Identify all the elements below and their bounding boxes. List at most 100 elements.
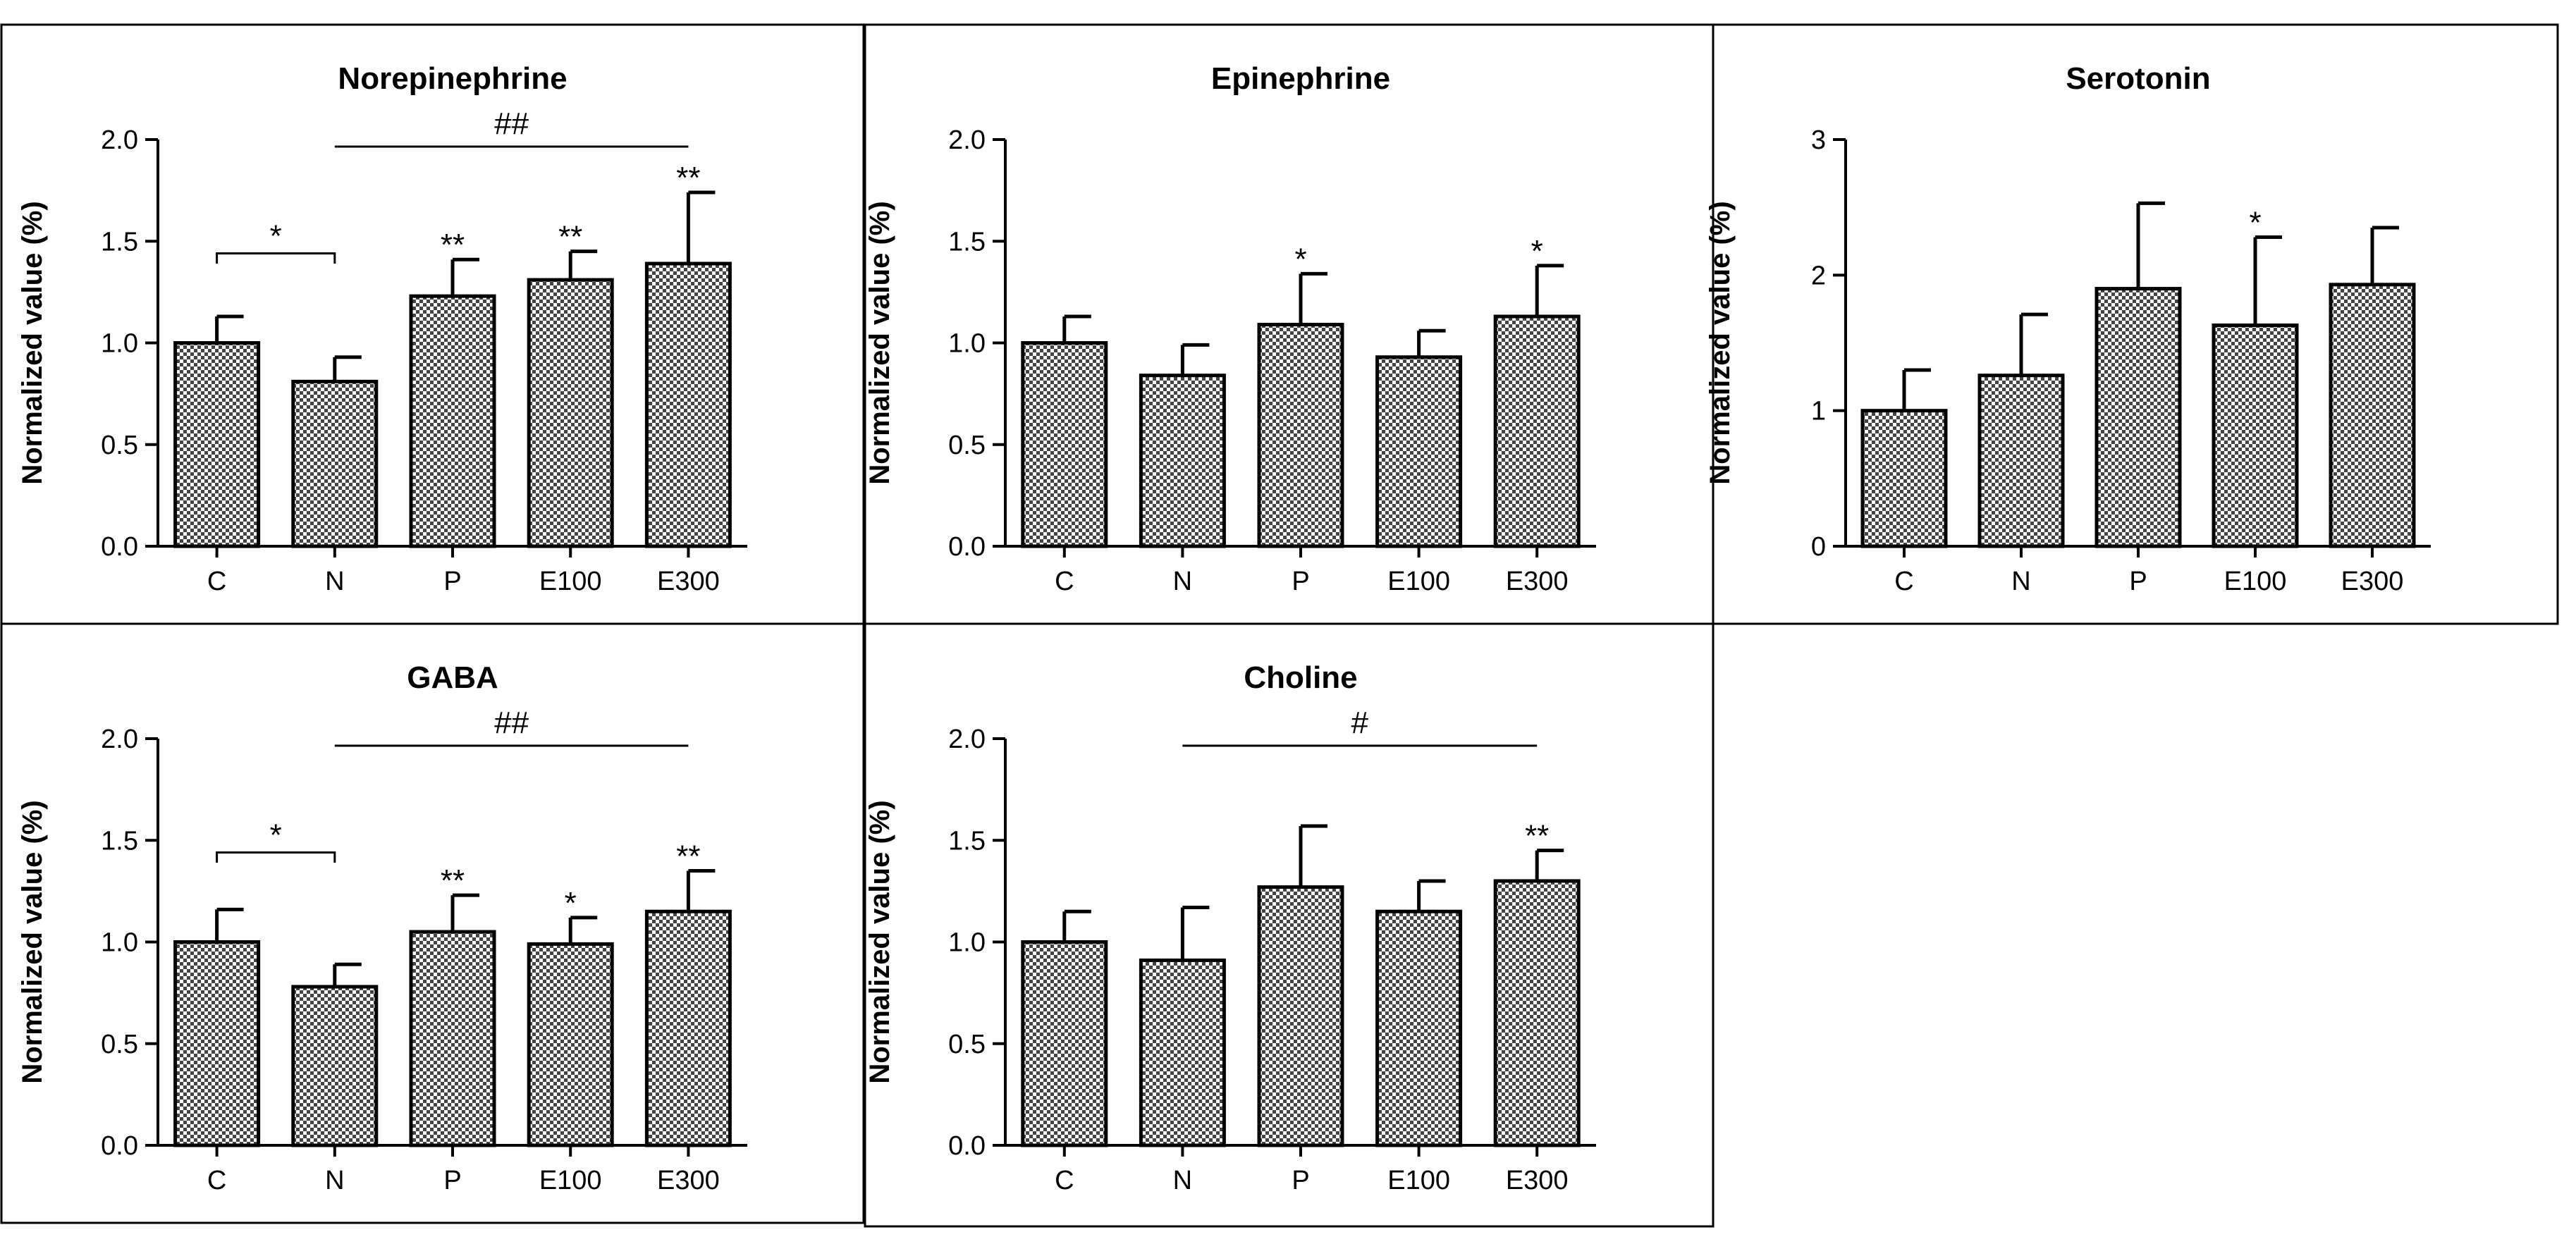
category-label-p: P [1292,567,1309,596]
bar-c [173,341,261,548]
y-tick-label: 0.5 [948,431,986,460]
category-label-e100: E100 [2224,567,2287,596]
y-tick-label: 1.5 [948,227,986,257]
significance-label-e100: ** [558,220,582,254]
y-tick-label: 0.5 [101,1030,138,1059]
y-tick-label: 1.0 [101,329,138,359]
category-label-p: P [443,1166,461,1195]
category-label-c: C [1894,567,1913,596]
significance-label-p: ** [441,228,465,262]
category-label-c: C [1055,1166,1074,1195]
y-axis-label: Normalized value (%) [864,800,895,1083]
y-tick-label: 1.0 [948,329,986,359]
y-tick-label: 1.5 [101,826,138,856]
comparison-label: * [270,818,282,853]
significance-label-e100: * [565,886,577,920]
category-label-n: N [2011,567,2030,596]
bar-n [291,379,379,548]
bar-e100 [527,942,614,1147]
y-tick-label: 1 [1811,397,1826,426]
y-tick-label: 0.0 [948,532,986,562]
significance-label-e300: ** [676,161,700,195]
y-tick-label: 3 [1811,125,1826,155]
comparison-line-label: # [1351,706,1369,740]
bar-p [2094,287,2182,548]
y-tick-label: 0.0 [948,1131,986,1161]
category-label-e100: E100 [1387,1166,1450,1195]
bar-e100 [527,278,614,548]
y-tick-label: 1.0 [948,928,986,958]
category-label-c: C [1055,567,1074,596]
y-tick-label: 0.5 [101,431,138,460]
comparison-line-label: ## [494,106,529,141]
y-axis-label: Normalized value (%) [864,201,895,484]
comparison-bracket [216,851,336,863]
category-label-n: N [325,1166,344,1195]
y-tick-label: 0 [1811,532,1826,562]
panel-frame [1712,23,2559,625]
bar-c [1860,409,1948,548]
comparison-line-label: ## [494,706,529,740]
chart-title: Epinephrine [1211,61,1390,96]
y-tick-label: 2.0 [101,725,138,754]
chart-panel-choline: Choline Normalized value (%) ** 0.0 0.5 1.0 1.… [864,622,1715,1228]
bar-n [291,985,379,1147]
bar-p [409,930,496,1147]
bar-n [1139,374,1226,548]
panel-frame [864,622,1715,1228]
category-label-e100: E100 [539,1166,602,1195]
y-tick-label: 1.5 [101,227,138,257]
category-label-e300: E300 [1506,567,1569,596]
chart-title: Norepinephrine [338,61,567,96]
category-label-e100: E100 [539,567,602,596]
chart-title: Choline [1244,660,1357,695]
category-label-e300: E300 [1506,1166,1569,1195]
significance-label-p: ** [441,863,465,898]
bar-e300 [644,261,732,548]
y-tick-label: 0.0 [101,532,138,562]
category-label-e300: E300 [2341,567,2404,596]
bar-e300 [2329,283,2416,548]
y-tick-label: 2.0 [101,125,138,155]
category-label-p: P [443,567,461,596]
category-label-e300: E300 [657,1166,720,1195]
bar-c [1021,940,1108,1147]
chart-title: GABA [407,660,498,695]
chart-title: Serotonin [2066,61,2210,96]
y-axis-label: Normalized value (%) [17,201,48,484]
category-label-n: N [325,567,344,596]
chart-panel-epinephrine: Epinephrine Normalized value (%) * * 0.0 0.5 1… [864,23,1715,625]
category-label-e300: E300 [657,567,720,596]
significance-label-e100: * [2249,205,2261,240]
significance-label-e300: * [1531,234,1543,269]
y-tick-label: 2 [1811,261,1826,290]
significance-label-e300: ** [1525,819,1549,854]
y-tick-label: 2.0 [948,725,986,754]
panel-frame [0,622,865,1224]
y-tick-label: 1.0 [101,928,138,958]
bar-c [173,940,261,1147]
y-axis-label: Normalized value (%) [17,800,48,1083]
bar-e300 [1493,314,1581,548]
category-label-n: N [1173,1166,1192,1195]
chart-panel-serotonin: Serotonin Normalized value (%) * 0 1 2 3 C N P E10… [1705,23,2559,625]
category-label-p: P [1292,1166,1309,1195]
category-label-c: C [207,567,226,596]
y-tick-label: 2.0 [948,125,986,155]
category-label-e100: E100 [1387,567,1450,596]
category-label-c: C [207,1166,226,1195]
bar-c [1021,341,1108,548]
bar-p [1257,323,1344,548]
bar-p [1257,885,1344,1147]
bar-e100 [1375,909,1463,1147]
significance-label-e300: ** [676,839,700,874]
bar-e100 [1375,355,1463,548]
y-tick-label: 0.5 [948,1030,986,1059]
y-tick-label: 0.0 [101,1131,138,1161]
comparison-bracket [216,252,336,264]
category-label-p: P [2129,567,2147,596]
bar-n [1139,958,1226,1147]
bar-p [409,294,496,548]
